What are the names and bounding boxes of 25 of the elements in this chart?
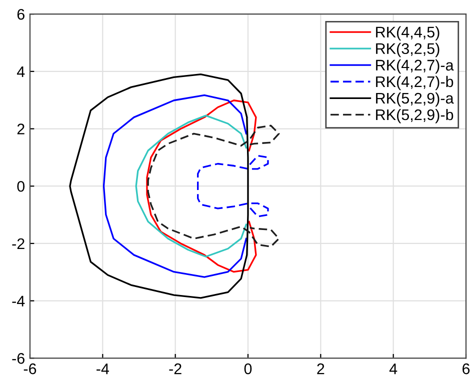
y-tick-label: -4 bbox=[12, 296, 25, 306]
legend-label: RK(5,2,9)-b bbox=[376, 108, 454, 124]
line-series bbox=[147, 124, 280, 248]
y-tick-label: 4 bbox=[16, 66, 25, 77]
y-tick-label: -6 bbox=[12, 353, 24, 364]
y-tick-label: 2 bbox=[17, 124, 24, 134]
line-series bbox=[69, 73, 249, 299]
x-tick-label: 2 bbox=[317, 363, 324, 374]
x-tick-label: -4 bbox=[96, 364, 110, 374]
x-tick-label: 0 bbox=[244, 363, 252, 374]
line-series bbox=[197, 154, 269, 218]
legend-label: RK(4,4,5) bbox=[376, 26, 440, 41]
x-tick-label: -2 bbox=[169, 363, 182, 374]
legend-label: RK(4,2,7)-a bbox=[376, 59, 454, 74]
legend-label: RK(5,2,9)-a bbox=[376, 92, 454, 107]
legend-label: RK(4,2,7)-b bbox=[376, 76, 454, 90]
line-series bbox=[135, 114, 248, 258]
line-series bbox=[102, 94, 248, 278]
line-series bbox=[146, 100, 257, 273]
y-tick-label: 6 bbox=[17, 8, 24, 20]
y-tick-label: -2 bbox=[12, 238, 24, 249]
x-tick-label: 6 bbox=[462, 363, 470, 374]
y-tick-label: 0 bbox=[17, 180, 25, 192]
legend-label: RK(3,2,5) bbox=[376, 42, 440, 58]
x-tick-label: 4 bbox=[389, 364, 398, 374]
